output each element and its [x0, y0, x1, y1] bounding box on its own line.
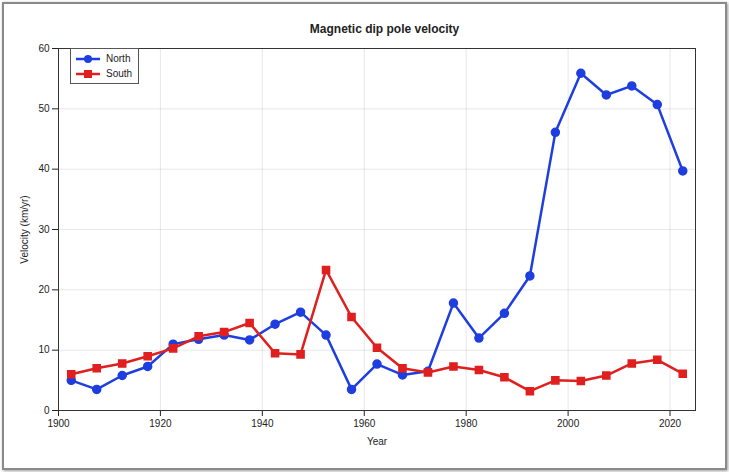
svg-text:0: 0 [44, 405, 50, 416]
svg-text:1920: 1920 [149, 418, 172, 429]
svg-text:2020: 2020 [659, 418, 682, 429]
svg-text:1940: 1940 [251, 418, 274, 429]
html-text:North: North [106, 53, 131, 64]
svg-text:1980: 1980 [455, 418, 478, 429]
svg-text:2000: 2000 [557, 418, 580, 429]
svg-text:Year: Year [367, 436, 388, 447]
svg-text:Velocity (km/yr): Velocity (km/yr) [19, 195, 30, 263]
svg-text:1900: 1900 [47, 418, 70, 429]
svg-text:1960: 1960 [353, 418, 376, 429]
svg-text:20: 20 [38, 284, 50, 295]
svg-text:30: 30 [38, 224, 50, 235]
svg-text:10: 10 [38, 344, 50, 355]
svg-text:50: 50 [38, 103, 50, 114]
html-text:South: South [106, 68, 133, 79]
html-text:Magnetic dip pole velocity: Magnetic dip pole velocity [309, 22, 460, 36]
svg-text:60: 60 [38, 43, 50, 54]
svg-text:40: 40 [38, 163, 50, 174]
